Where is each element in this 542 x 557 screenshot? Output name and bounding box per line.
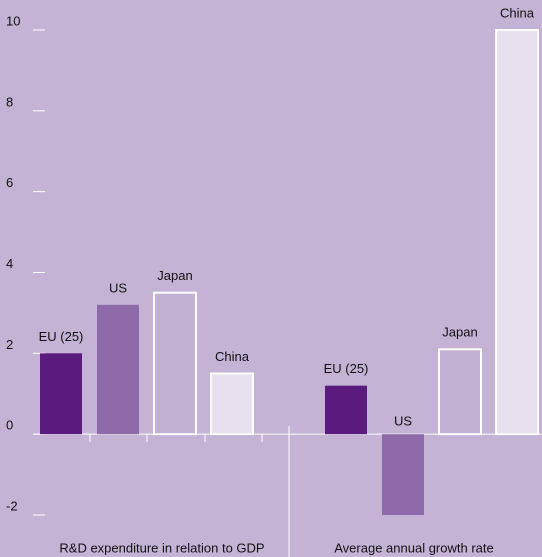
- data-label: EU (25): [39, 329, 84, 344]
- y-tick-label: 6: [6, 175, 13, 190]
- y-tick-label: -2: [6, 498, 18, 513]
- data-label: EU (25): [324, 361, 369, 376]
- data-label: US: [394, 414, 412, 429]
- data-label: China: [500, 5, 535, 20]
- bar: [40, 353, 82, 435]
- y-tick-label: 8: [6, 94, 13, 109]
- data-label: Japan: [442, 325, 477, 340]
- x-category-label: R&D expenditure in relation to GDP: [59, 540, 264, 555]
- x-category-label: Average annual growth rate: [334, 540, 493, 555]
- bar: [382, 434, 424, 515]
- bar: [153, 291, 197, 436]
- data-label: Japan: [157, 268, 192, 283]
- y-tick-label: 2: [6, 337, 13, 352]
- data-label: China: [215, 349, 250, 364]
- data-label: US: [109, 280, 127, 295]
- y-tick-label: 0: [6, 418, 13, 433]
- bar: [438, 348, 482, 436]
- y-tick-label: 10: [6, 13, 20, 28]
- bar: [325, 385, 367, 435]
- y-tick-label: 4: [6, 256, 13, 271]
- bar: [210, 372, 254, 436]
- bar: [495, 29, 539, 436]
- bar: [97, 304, 139, 435]
